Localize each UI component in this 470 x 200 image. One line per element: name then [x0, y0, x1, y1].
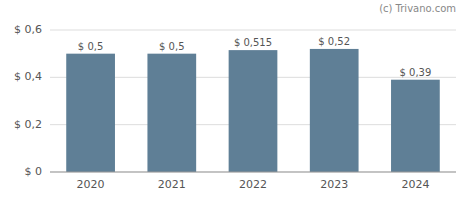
bar — [310, 49, 359, 172]
bar — [147, 54, 196, 172]
data-label: $ 0,515 — [234, 37, 272, 48]
chart-container: $ 0 $ 0,2 $ 0,4 $ 0,6 2020 2021 2022 2023 2024 $ … — [0, 0, 470, 200]
data-label: $ 0,52 — [318, 36, 350, 47]
chart: $ 0 $ 0,2 $ 0,4 $ 0,6 2020 2021 2022 2023 2024 $ … — [0, 0, 470, 200]
x-tick-label: 2020 — [77, 178, 105, 191]
y-tick-label: $ 0,2 — [14, 118, 42, 131]
x-tick-label: 2022 — [239, 178, 267, 191]
data-label: $ 0,5 — [159, 41, 184, 52]
data-label: $ 0,39 — [399, 67, 431, 78]
grid-line — [50, 172, 456, 173]
x-tick-label: 2021 — [158, 178, 186, 191]
bars — [66, 49, 440, 172]
x-tick-label: 2023 — [320, 178, 348, 191]
y-tick-label: $ 0,4 — [14, 70, 42, 83]
bar — [66, 54, 115, 172]
grid — [50, 30, 456, 172]
bar — [391, 80, 440, 172]
x-axis-line — [50, 172, 456, 173]
y-tick-label: $ 0 — [25, 165, 43, 178]
x-tick-label: 2024 — [401, 178, 429, 191]
grid-line — [50, 30, 456, 31]
data-label: $ 0,5 — [78, 41, 103, 52]
y-tick-label: $ 0,6 — [14, 23, 42, 36]
watermark: (c) Trivano.com — [379, 3, 456, 14]
bar — [229, 50, 278, 172]
